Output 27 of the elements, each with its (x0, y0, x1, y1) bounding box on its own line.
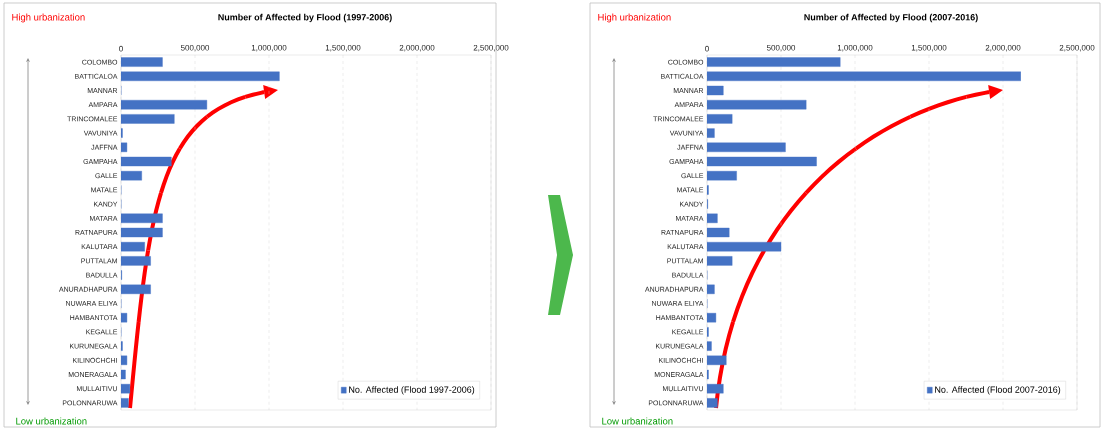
bar (707, 398, 718, 408)
bar (707, 128, 715, 138)
chart-title: Number of Affected by Flood (2007-2016) (804, 13, 978, 23)
bar (707, 227, 730, 238)
bar (707, 313, 717, 323)
bar (707, 142, 786, 152)
bar (707, 156, 817, 167)
bar (707, 171, 737, 181)
chart-title: Number of Affected by Flood (1997-2006) (218, 13, 392, 23)
bar (707, 114, 733, 124)
legend-label: No. Affected (Flood 2007-2016) (935, 386, 1061, 395)
bar (707, 284, 715, 294)
bar (707, 242, 782, 252)
bar (707, 355, 727, 365)
bar (707, 100, 807, 110)
bar (707, 71, 1021, 81)
text: Low urbanization (16, 417, 87, 425)
bar (707, 85, 724, 96)
bar (707, 341, 712, 351)
bar (707, 384, 724, 394)
bar (707, 57, 841, 67)
text: High urbanization (598, 13, 671, 23)
text: High urbanization (12, 13, 85, 23)
text: Low urbanization (602, 417, 673, 425)
legend-label: No. Affected (Flood 1997-2006) (349, 386, 475, 395)
bar (707, 213, 718, 223)
bar (707, 256, 733, 266)
